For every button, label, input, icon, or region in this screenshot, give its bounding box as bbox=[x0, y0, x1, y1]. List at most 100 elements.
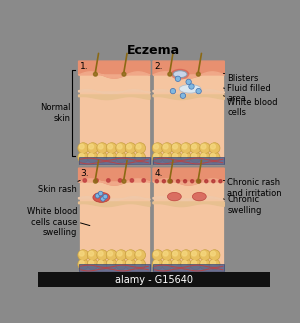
Text: 1.: 1. bbox=[80, 62, 89, 71]
Circle shape bbox=[125, 143, 136, 153]
Text: Skin rash: Skin rash bbox=[38, 181, 80, 194]
Circle shape bbox=[125, 152, 136, 163]
Circle shape bbox=[78, 152, 89, 163]
Polygon shape bbox=[79, 197, 150, 201]
Circle shape bbox=[182, 144, 187, 149]
Circle shape bbox=[79, 144, 84, 149]
Circle shape bbox=[106, 179, 110, 182]
Circle shape bbox=[205, 180, 208, 183]
Circle shape bbox=[127, 153, 131, 158]
Circle shape bbox=[200, 259, 211, 270]
Ellipse shape bbox=[93, 193, 110, 203]
Circle shape bbox=[201, 144, 206, 149]
Polygon shape bbox=[79, 89, 150, 94]
Polygon shape bbox=[79, 95, 150, 99]
Circle shape bbox=[211, 251, 215, 256]
Circle shape bbox=[163, 260, 168, 265]
Circle shape bbox=[162, 180, 166, 183]
Circle shape bbox=[198, 180, 201, 183]
Circle shape bbox=[117, 153, 122, 158]
Circle shape bbox=[170, 89, 176, 94]
Circle shape bbox=[108, 251, 112, 256]
Circle shape bbox=[116, 143, 127, 153]
Circle shape bbox=[172, 260, 178, 265]
Polygon shape bbox=[153, 89, 224, 94]
Circle shape bbox=[78, 259, 89, 270]
Circle shape bbox=[97, 152, 108, 163]
Circle shape bbox=[192, 251, 197, 256]
Circle shape bbox=[192, 153, 197, 158]
Circle shape bbox=[152, 143, 163, 153]
Circle shape bbox=[190, 152, 201, 163]
Circle shape bbox=[201, 153, 206, 158]
Circle shape bbox=[209, 143, 220, 153]
Circle shape bbox=[87, 250, 98, 261]
Circle shape bbox=[180, 93, 186, 99]
Circle shape bbox=[190, 180, 194, 183]
Bar bbox=[79, 61, 150, 165]
Circle shape bbox=[89, 260, 94, 265]
Text: Eczema: Eczema bbox=[127, 44, 180, 57]
Circle shape bbox=[106, 152, 117, 163]
Circle shape bbox=[87, 143, 98, 153]
Polygon shape bbox=[79, 179, 150, 185]
Circle shape bbox=[122, 179, 126, 183]
Circle shape bbox=[78, 250, 89, 261]
Circle shape bbox=[155, 180, 158, 183]
Circle shape bbox=[190, 143, 201, 153]
Circle shape bbox=[200, 152, 211, 163]
Polygon shape bbox=[79, 202, 150, 207]
Text: White blood
cells cause
swelling: White blood cells cause swelling bbox=[26, 207, 77, 237]
Circle shape bbox=[162, 259, 172, 270]
Circle shape bbox=[117, 260, 122, 265]
Circle shape bbox=[106, 143, 117, 153]
Polygon shape bbox=[79, 72, 150, 78]
Circle shape bbox=[95, 193, 100, 198]
Text: Blisters: Blisters bbox=[224, 73, 259, 83]
Circle shape bbox=[127, 260, 131, 265]
Circle shape bbox=[142, 179, 146, 182]
Circle shape bbox=[209, 250, 220, 261]
Circle shape bbox=[135, 143, 146, 153]
Circle shape bbox=[100, 197, 105, 201]
Circle shape bbox=[171, 250, 182, 261]
Circle shape bbox=[136, 251, 141, 256]
Circle shape bbox=[163, 153, 168, 158]
Circle shape bbox=[154, 153, 158, 158]
Circle shape bbox=[168, 72, 172, 76]
Circle shape bbox=[117, 144, 122, 149]
Ellipse shape bbox=[167, 193, 181, 201]
Circle shape bbox=[130, 179, 134, 182]
Circle shape bbox=[117, 251, 122, 256]
Circle shape bbox=[171, 143, 182, 153]
Text: Normal
skin: Normal skin bbox=[40, 103, 71, 123]
Circle shape bbox=[122, 72, 126, 76]
Bar bbox=[153, 157, 224, 163]
Circle shape bbox=[186, 79, 191, 85]
Bar bbox=[153, 168, 224, 272]
Circle shape bbox=[118, 179, 122, 182]
Circle shape bbox=[98, 191, 103, 196]
Polygon shape bbox=[153, 202, 224, 207]
Circle shape bbox=[163, 144, 168, 149]
Circle shape bbox=[78, 143, 89, 153]
Circle shape bbox=[168, 179, 172, 183]
Circle shape bbox=[209, 259, 220, 270]
Circle shape bbox=[97, 259, 108, 270]
Circle shape bbox=[182, 260, 187, 265]
Circle shape bbox=[94, 72, 98, 76]
Bar bbox=[79, 264, 150, 271]
Circle shape bbox=[125, 250, 136, 261]
Circle shape bbox=[219, 180, 222, 183]
Circle shape bbox=[189, 84, 194, 89]
Text: 3.: 3. bbox=[80, 169, 89, 178]
Circle shape bbox=[201, 251, 206, 256]
Circle shape bbox=[83, 179, 86, 182]
Circle shape bbox=[209, 152, 220, 163]
Circle shape bbox=[125, 259, 136, 270]
Circle shape bbox=[172, 251, 178, 256]
Circle shape bbox=[108, 144, 112, 149]
Text: White blood
cells: White blood cells bbox=[224, 96, 278, 117]
Circle shape bbox=[182, 251, 187, 256]
Circle shape bbox=[172, 153, 178, 158]
